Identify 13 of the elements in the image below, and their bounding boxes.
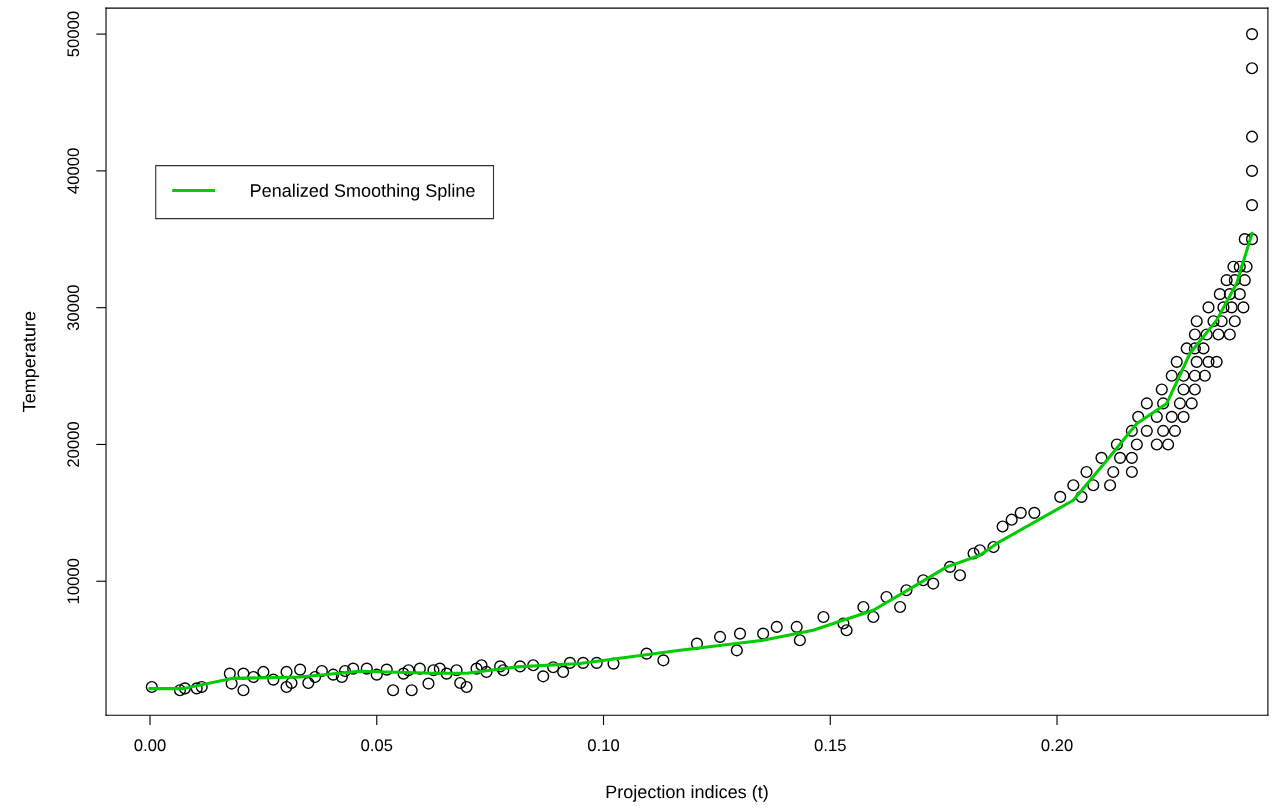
x-axis-title: Projection indices (t) — [606, 785, 768, 802]
x-tick-label: 0.00 — [134, 739, 166, 752]
y-tick-label: 10000 — [67, 558, 80, 604]
y-axis-title: Temperature — [22, 311, 40, 412]
y-tick-label: 30000 — [67, 285, 80, 331]
x-tick-label: 0.10 — [587, 739, 620, 752]
y-tick-label: 40000 — [67, 148, 80, 194]
x-tick-label: 0.05 — [361, 739, 393, 752]
y-tick-label: 50000 — [67, 11, 80, 57]
x-tick-label: 0.20 — [1041, 739, 1073, 752]
y-tick-label: 20000 — [67, 421, 80, 467]
x-tick-label: 0.15 — [814, 739, 846, 752]
legend-label: Penalized Smoothing Spline — [251, 183, 475, 201]
